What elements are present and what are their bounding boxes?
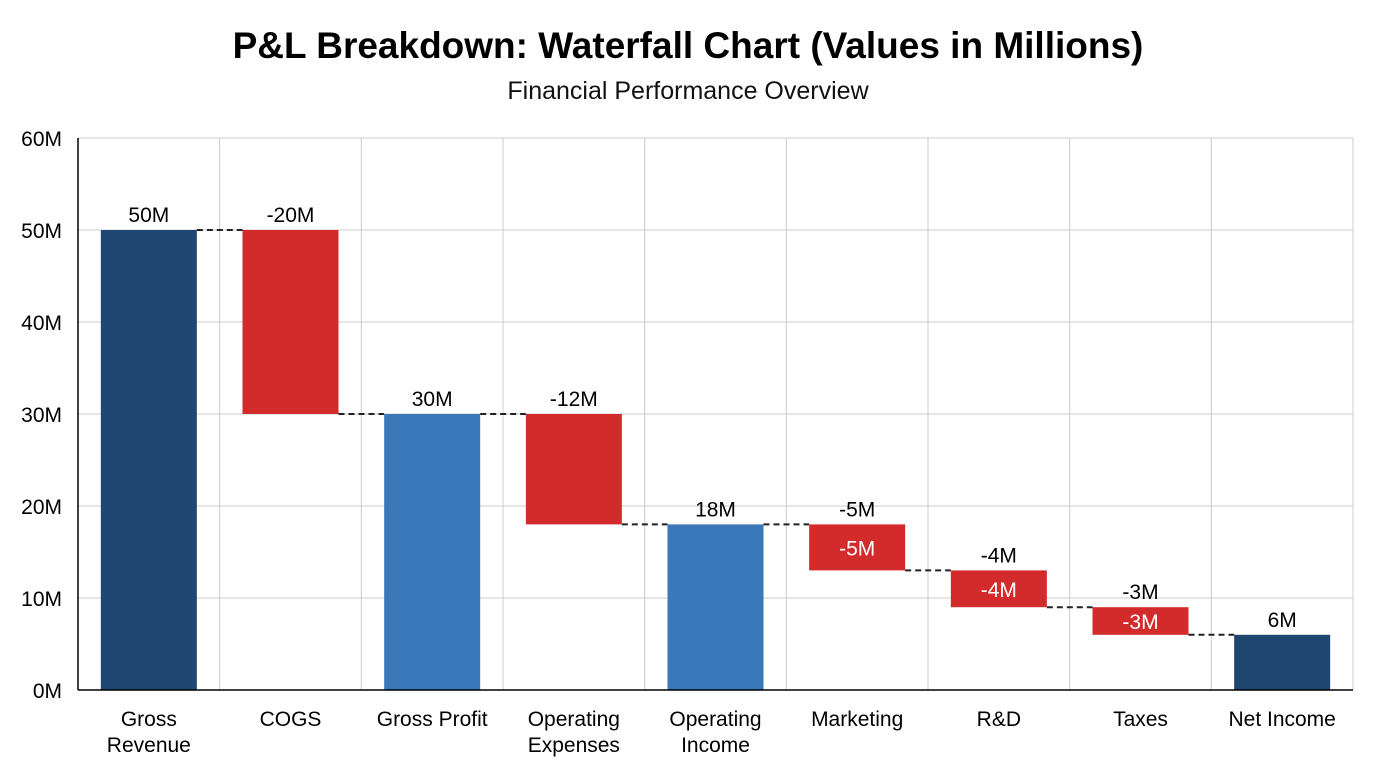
data-label: -12M <box>550 388 598 411</box>
chart-title: P&L Breakdown: Waterfall Chart (Values i… <box>233 25 1144 66</box>
axes <box>77 138 1353 691</box>
data-label: -4M <box>981 544 1017 567</box>
x-tick-label: Revenue <box>107 734 191 757</box>
bar-decrease <box>1092 607 1189 635</box>
bar-decrease <box>525 414 622 525</box>
x-tick-label: Gross Profit <box>377 708 488 731</box>
bar-subtotal <box>667 524 764 690</box>
data-label: 50M <box>128 204 169 227</box>
bar-decrease <box>809 524 906 571</box>
bar-decrease <box>242 230 339 414</box>
x-tick-label: Marketing <box>811 708 903 731</box>
y-tick-label: 30M <box>21 404 62 427</box>
inner-data-label: -3M <box>1122 611 1158 634</box>
bar-subtotal <box>384 414 481 690</box>
x-tick-label: Gross <box>121 708 177 731</box>
y-tick-label: 40M <box>21 312 62 335</box>
x-tick-label: COGS <box>260 708 322 731</box>
bars <box>100 229 1331 690</box>
chart-subtitle: Financial Performance Overview <box>507 77 869 105</box>
y-tick-label: 0M <box>33 680 62 703</box>
y-tick-label: 60M <box>21 128 62 151</box>
labels: 0M 10M 20M 30M 40M 50M 60M 50M Gross Revenue -20M C… <box>21 128 1336 757</box>
inner-data-label: -4M <box>981 579 1017 602</box>
bar-decrease <box>950 570 1047 608</box>
y-tick-label: 20M <box>21 496 62 519</box>
x-tick-label: Income <box>681 734 750 757</box>
data-label: -5M <box>839 498 875 521</box>
x-tick-label: Net Income <box>1228 708 1335 731</box>
y-tick-label: 50M <box>21 220 62 243</box>
x-tick-label: R&D <box>977 708 1021 731</box>
bar-total <box>100 230 197 690</box>
data-label: 18M <box>695 498 736 521</box>
y-tick-label: 10M <box>21 588 62 611</box>
x-tick-label: Operating <box>669 708 761 731</box>
data-label: -20M <box>267 204 315 227</box>
data-label: 6M <box>1268 609 1297 632</box>
x-tick-label: Taxes <box>1113 708 1168 731</box>
inner-data-label: -5M <box>839 537 875 560</box>
data-label: 30M <box>412 388 453 411</box>
data-label: -3M <box>1122 581 1158 604</box>
x-tick-label: Expenses <box>528 734 620 757</box>
x-tick-label: Operating <box>528 708 620 731</box>
bar-total <box>1234 634 1331 690</box>
